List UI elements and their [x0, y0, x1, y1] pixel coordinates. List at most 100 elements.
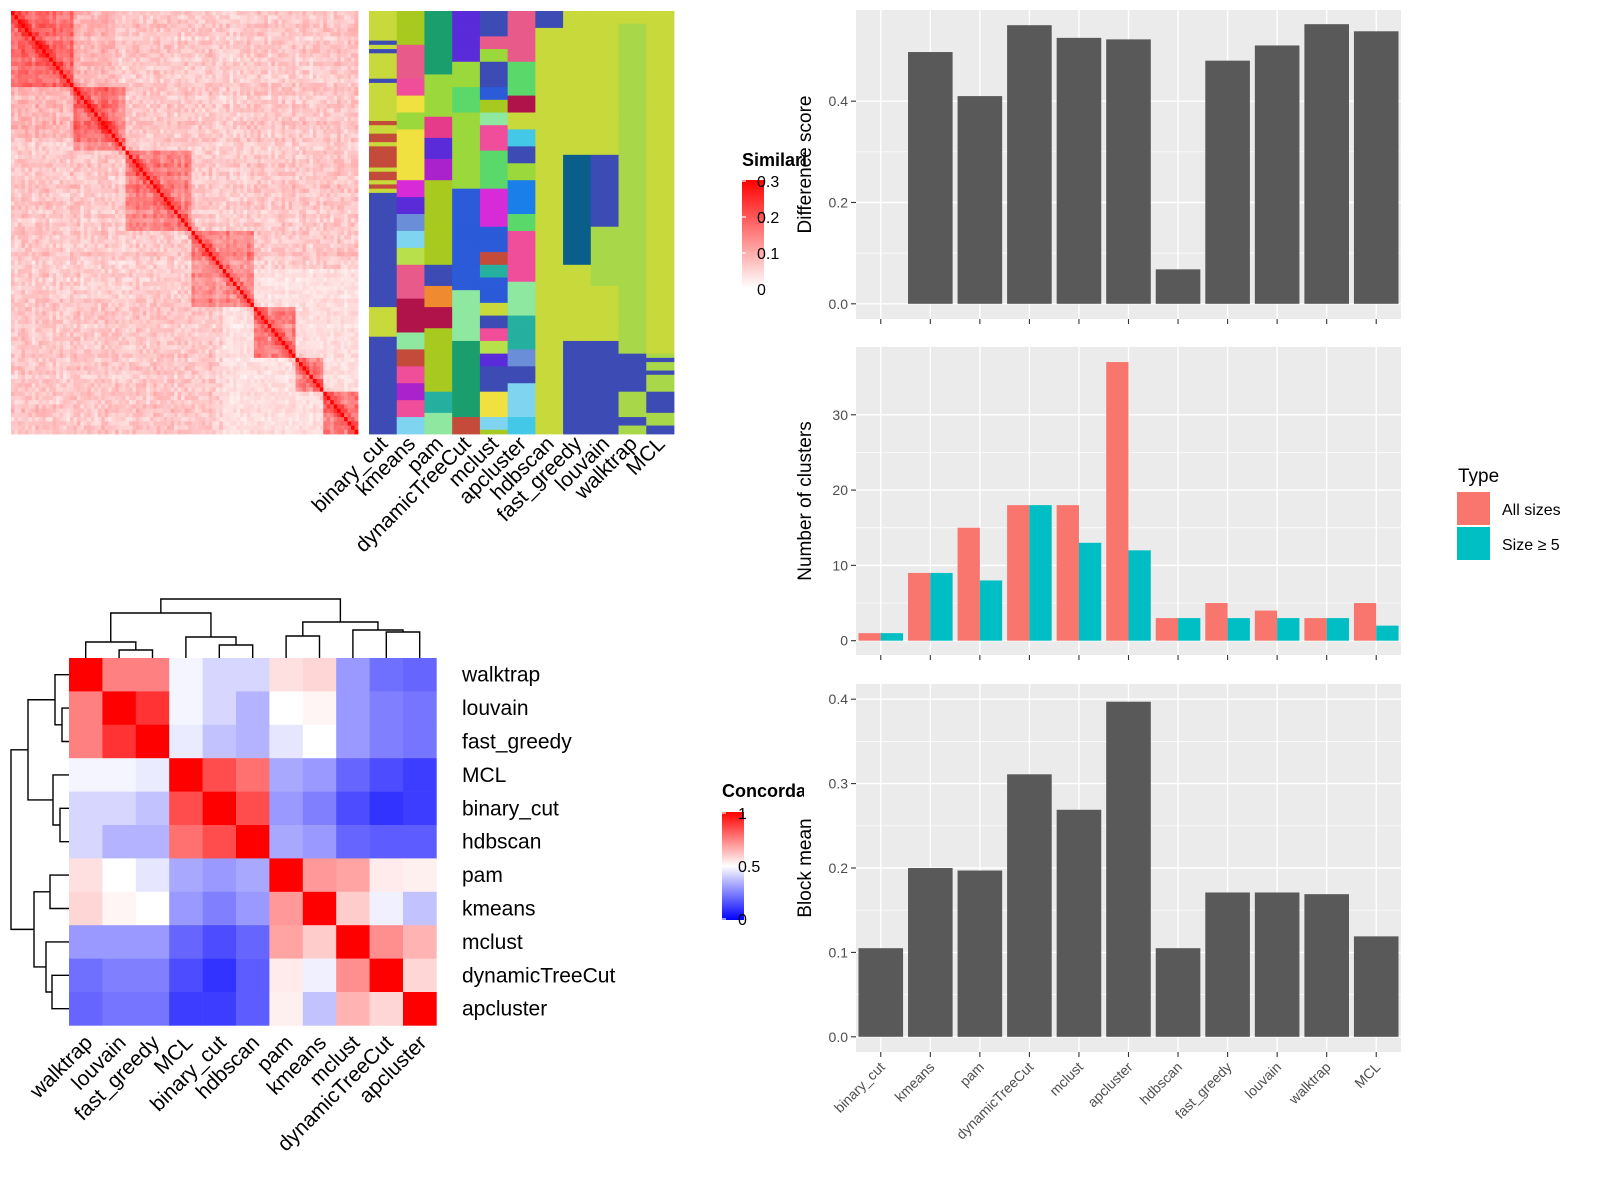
similarity-cell	[59, 70, 64, 75]
similarity-cell	[201, 125, 206, 130]
similarity-cell	[156, 133, 161, 139]
similarity-cell	[323, 154, 328, 160]
similarity-cell	[49, 87, 54, 92]
similarity-cell	[149, 87, 154, 92]
similarity-cell	[201, 192, 206, 198]
similarity-cell	[90, 23, 95, 29]
similarity-cell	[11, 218, 15, 223]
similarity-cell	[118, 61, 123, 67]
similarity-cell	[323, 44, 328, 50]
similarity-cell	[59, 23, 64, 29]
similarity-cell	[240, 192, 244, 198]
similarity-cell	[149, 154, 154, 160]
similarity-cell	[52, 104, 57, 109]
similarity-cell	[299, 116, 303, 122]
similarity-cell	[132, 120, 137, 126]
similarity-cell	[139, 70, 144, 75]
similarity-cell	[94, 171, 99, 177]
similarity-cell	[267, 205, 272, 211]
similarity-cell	[181, 53, 185, 58]
similarity-cell	[174, 159, 178, 164]
similarity-cell	[132, 78, 137, 84]
similarity-cell	[246, 78, 251, 84]
similarity-cell	[90, 163, 95, 168]
similarity-cell	[63, 175, 67, 181]
similarity-cell	[337, 40, 342, 46]
similarity-cell	[205, 49, 210, 54]
similarity-cell	[330, 36, 335, 42]
similarity-cell	[250, 49, 255, 54]
similarity-cell	[156, 74, 161, 80]
similarity-cell	[253, 167, 258, 173]
similarity-cell	[347, 146, 352, 151]
similarity-cell	[132, 154, 137, 160]
similarity-cell	[63, 167, 67, 173]
similarity-cell	[90, 197, 95, 202]
similarity-cell	[208, 61, 213, 67]
similarity-cell	[212, 218, 217, 223]
similarity-cell	[278, 57, 283, 63]
similarity-cell	[156, 95, 161, 101]
similarity-cell	[52, 218, 57, 223]
similarity-cell	[90, 78, 95, 84]
similarity-cell	[344, 61, 348, 67]
similarity-cell	[194, 19, 199, 25]
similarity-cell	[226, 87, 231, 92]
similarity-cell	[326, 188, 331, 194]
similarity-cell	[323, 116, 328, 122]
similarity-cell	[187, 180, 192, 185]
similarity-cell	[122, 150, 126, 156]
similarity-cell	[351, 125, 355, 130]
similarity-cell	[177, 32, 182, 37]
similarity-cell	[163, 23, 168, 29]
similarity-cell	[267, 125, 272, 130]
similarity-cell	[326, 32, 331, 37]
similarity-cell	[340, 78, 345, 84]
similarity-cell	[285, 78, 289, 84]
similarity-cell	[108, 99, 113, 105]
similarity-cell	[212, 116, 217, 122]
similarity-cell	[156, 112, 161, 118]
similarity-cell	[305, 57, 310, 63]
similarity-cell	[253, 150, 258, 156]
similarity-cell	[156, 137, 161, 143]
similarity-cell	[149, 125, 154, 130]
similarity-cell	[128, 36, 133, 42]
similarity-cell	[274, 116, 279, 122]
similarity-cell	[73, 65, 78, 71]
similarity-cell	[305, 150, 310, 156]
similarity-cell	[170, 201, 175, 206]
similarity-cell	[28, 201, 33, 206]
similarity-cell	[302, 99, 307, 105]
similarity-cell	[215, 49, 220, 54]
similarity-cell	[122, 19, 126, 25]
similarity-cell	[45, 159, 50, 164]
similarity-cell	[344, 27, 348, 33]
similarity-cell	[63, 19, 67, 25]
similarity-cell	[163, 32, 168, 37]
similarity-cell	[281, 209, 286, 215]
similarity-cell	[122, 209, 126, 215]
similarity-cell	[59, 27, 64, 33]
similarity-cell	[351, 188, 355, 194]
similarity-cell	[87, 197, 92, 202]
similarity-cell	[340, 192, 345, 198]
similarity-cell	[177, 27, 182, 33]
similarity-cell	[219, 70, 224, 75]
similarity-cell	[292, 150, 296, 156]
similarity-cell	[17, 104, 22, 109]
similarity-cell	[111, 82, 116, 88]
similarity-cell	[233, 214, 237, 219]
similarity-cell	[122, 78, 126, 84]
similarity-cell	[174, 78, 178, 84]
similarity-cell	[45, 154, 50, 160]
similarity-cell	[118, 57, 123, 63]
similarity-cell	[111, 61, 116, 67]
similarity-cell	[66, 184, 71, 190]
similarity-cell	[28, 82, 33, 88]
similarity-cell	[59, 192, 64, 198]
similarity-cell	[142, 61, 147, 67]
similarity-cell	[31, 209, 36, 215]
similarity-cell	[87, 70, 92, 75]
similarity-cell	[201, 87, 206, 92]
